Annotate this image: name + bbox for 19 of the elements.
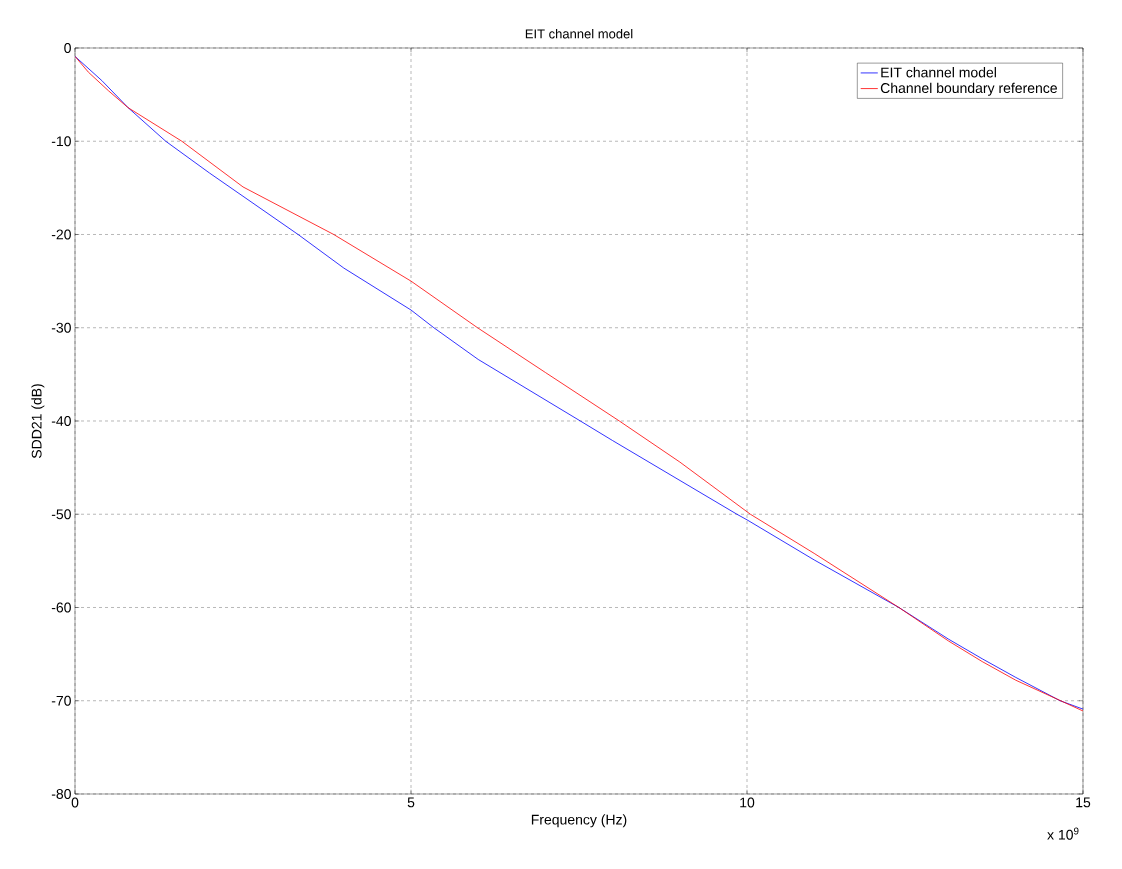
y-tick-label: -40 [51, 416, 71, 426]
x-tick-label: 10 [740, 797, 755, 808]
x-tick-label: 15 [1076, 797, 1091, 808]
x-axis-title: Frequency (Hz) [531, 814, 627, 828]
y-tick-label: 0 [64, 43, 71, 53]
legend-label: EIT channel model [881, 67, 996, 78]
y-tick-label: -10 [51, 136, 71, 147]
chart-title: EIT channel model [525, 28, 633, 39]
y-axis-title: SDD21 (dB) [31, 384, 45, 459]
y-tick-label: -20 [51, 229, 71, 240]
y-tick-label: -80 [51, 789, 71, 799]
y-tick-label: -60 [51, 602, 71, 613]
legend-label: Channel boundary reference [880, 82, 1057, 96]
x-tick-label: 5 [407, 797, 415, 808]
x-tick-label: 0 [71, 797, 79, 808]
y-tick-label: -50 [51, 509, 71, 520]
y-tick-label: -30 [51, 322, 71, 333]
text: x 10$^{9}$ [1047, 827, 1079, 840]
y-tick-label: -70 [51, 695, 71, 706]
